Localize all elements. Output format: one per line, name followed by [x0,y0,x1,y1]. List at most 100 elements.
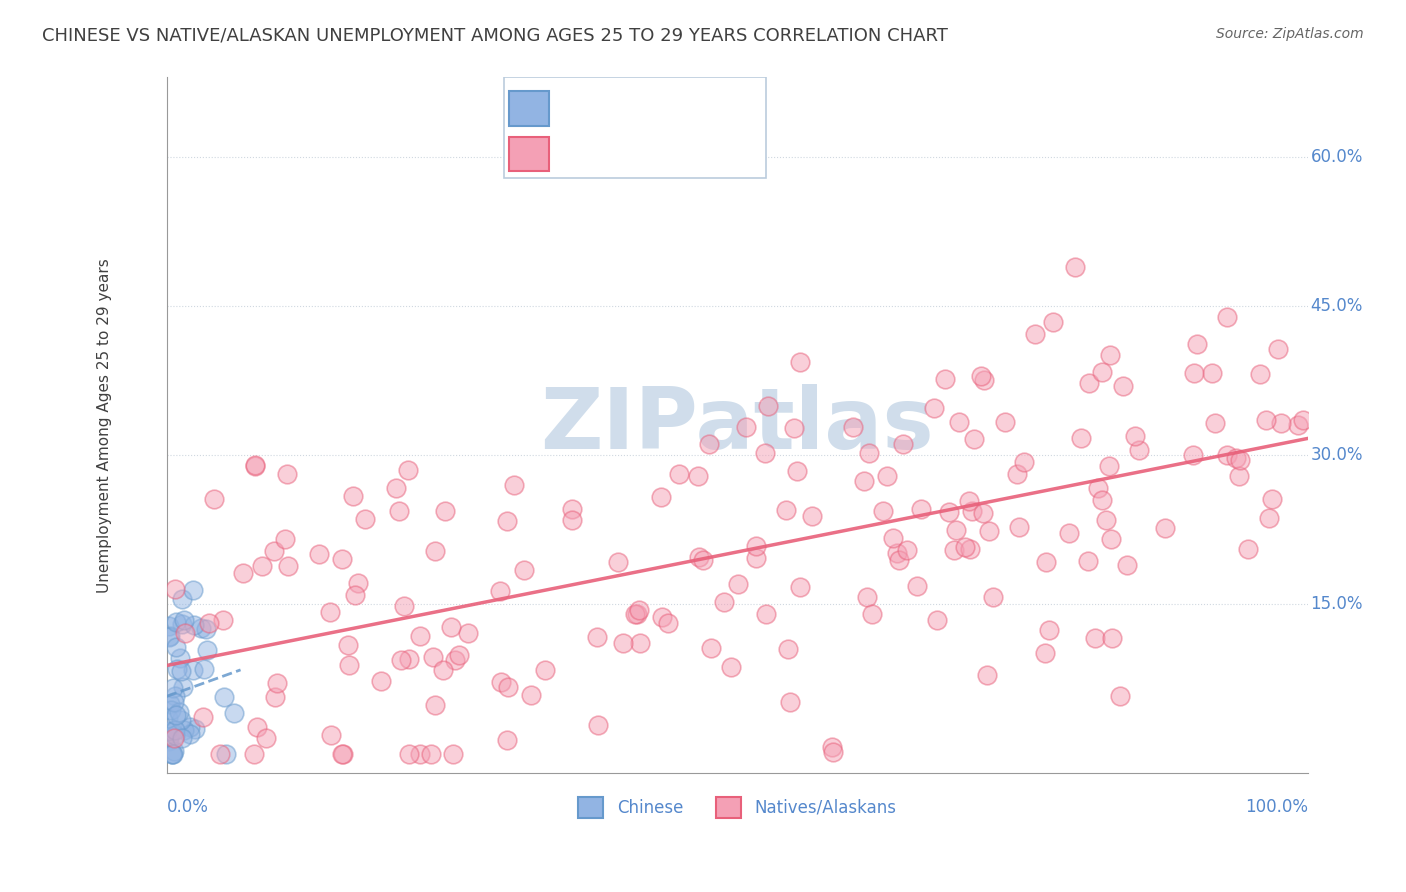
Point [420,747,443,761]
Point [250,559,273,574]
Point [775,503,797,517]
Point [425,698,447,713]
Point [211,613,233,627]
Point [789,355,811,369]
Point [319,605,342,619]
Point [860,607,883,622]
Point [756,399,779,413]
Point [1201,367,1223,381]
Point [1057,526,1080,541]
FancyBboxPatch shape [503,78,766,178]
Point [165,689,187,703]
Point [561,501,583,516]
Point [945,523,967,537]
Point [612,636,634,650]
Point [1064,260,1087,274]
Point [755,607,778,621]
Point [197,615,219,630]
Point [1077,554,1099,568]
Point [214,747,236,761]
Point [1014,455,1036,469]
Text: 0.0%: 0.0% [167,797,208,816]
Point [948,415,970,429]
Point [1042,315,1064,329]
Point [243,747,266,761]
Text: ZIPatlas: ZIPatlas [541,384,935,467]
Point [628,636,651,650]
Point [162,747,184,761]
Point [165,708,187,723]
Point [754,446,776,460]
Point [457,626,479,640]
Point [409,747,432,761]
Point [896,542,918,557]
Point [170,731,193,746]
Point [433,504,456,518]
Point [163,695,186,709]
Point [173,613,195,627]
Legend: Chinese, Natives/Alaskans: Chinese, Natives/Alaskans [572,790,903,824]
Point [1267,342,1289,356]
Point [409,629,432,643]
Point [745,550,768,565]
Point [163,582,186,597]
Text: Unemployment Among Ages 25 to 29 years: Unemployment Among Ages 25 to 29 years [97,258,111,593]
Point [953,540,976,554]
Point [841,419,863,434]
Point [162,681,184,696]
Point [1005,467,1028,481]
Point [1249,367,1271,381]
Point [190,621,212,635]
FancyBboxPatch shape [509,136,550,171]
Point [628,603,651,617]
Point [496,514,519,528]
Point [157,630,180,644]
Point [887,553,910,567]
Point [183,663,205,677]
Point [170,713,193,727]
Point [1123,429,1146,443]
Point [181,583,204,598]
Point [852,474,875,488]
Point [1112,379,1135,393]
Point [184,722,207,736]
Point [491,674,513,689]
Point [886,546,908,560]
Point [1185,336,1208,351]
Point [1035,555,1057,569]
Text: R = 0.600    N = 181: R = 0.600 N = 181 [550,145,737,163]
Point [668,467,690,481]
Point [1099,348,1122,362]
Point [801,509,824,524]
Point [160,747,183,761]
Point [720,660,742,674]
Point [957,493,980,508]
Point [586,630,609,644]
Point [1237,541,1260,556]
Point [159,697,181,711]
Point [1115,558,1137,572]
Point [193,662,215,676]
Point [441,747,464,761]
Point [389,653,412,667]
Point [938,505,960,519]
Point [976,668,998,682]
Point [330,747,353,761]
Point [1078,376,1101,390]
Point [398,747,420,761]
Point [170,616,193,631]
Point [449,648,471,663]
Point [343,588,366,602]
Point [1099,532,1122,546]
Point [169,650,191,665]
Text: 100.0%: 100.0% [1246,797,1308,816]
Point [243,458,266,472]
Text: 30.0%: 30.0% [1310,446,1362,464]
Point [165,615,187,629]
Point [688,469,710,483]
Text: Source: ZipAtlas.com: Source: ZipAtlas.com [1216,27,1364,41]
Point [1216,448,1239,462]
Point [156,724,179,739]
Point [263,544,285,558]
Point [1227,469,1250,483]
